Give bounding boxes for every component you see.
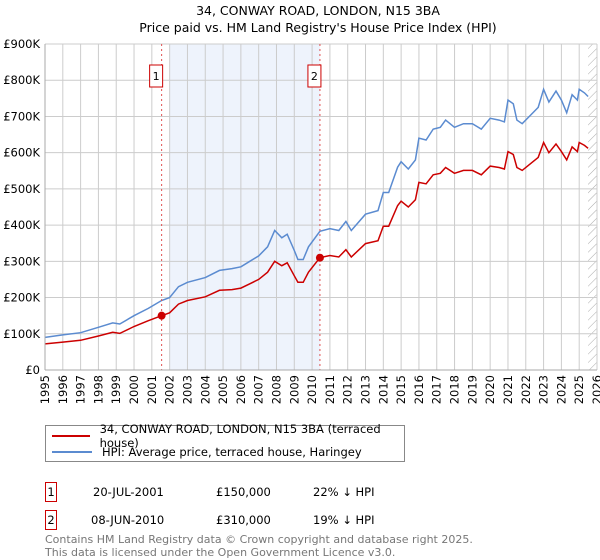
x-tick-label: 2012 <box>341 375 355 404</box>
x-tick-label: 2019 <box>465 375 479 404</box>
x-tick-label: 2009 <box>287 375 301 404</box>
property-price-line <box>44 140 589 345</box>
legend-swatch-blue <box>52 451 92 453</box>
x-tick-label: 2016 <box>412 375 426 404</box>
x-tick-label: 2003 <box>180 375 194 404</box>
x-tick-label: 2017 <box>430 375 444 404</box>
x-tick-label: 2004 <box>198 375 212 404</box>
sale-price: £150,000 <box>216 485 271 499</box>
x-tick-label: 2020 <box>483 375 497 404</box>
sale-label-box <box>307 64 322 88</box>
x-tick-label: 1996 <box>56 375 70 404</box>
sale-row: 1 20-JUL-2001 £150,000 22% ↓ HPI <box>45 482 545 502</box>
chart-title: 34, CONWAY ROAD, LONDON, N15 3BA <box>196 3 440 18</box>
x-tick-label: 2006 <box>234 375 248 404</box>
x-tick-label: 2000 <box>127 375 141 404</box>
y-tick-label: £800K <box>3 73 40 87</box>
y-tick-label: £900K <box>3 37 40 51</box>
sale-row: 2 08-JUN-2010 £310,000 19% ↓ HPI <box>45 510 545 530</box>
footer-licence: This data is licensed under the Open Gov… <box>45 546 396 559</box>
sale-number-badge: 1 <box>45 482 57 502</box>
legend-item-hpi: HPI: Average price, terraced house, Hari… <box>52 445 362 459</box>
x-tick-label: 2002 <box>163 375 177 404</box>
x-tick-label: 1999 <box>109 375 123 404</box>
x-tick-label: 1997 <box>74 375 88 404</box>
sale-number-badge: 2 <box>45 510 57 530</box>
x-tick-label: 2013 <box>359 375 373 404</box>
y-tick-label: £700K <box>3 109 40 123</box>
x-tick-label: 2015 <box>394 375 408 404</box>
legend-label: 34, CONWAY ROAD, LONDON, N15 3BA (terrac… <box>99 422 381 450</box>
chart-subtitle: Price paid vs. HM Land Registry's House … <box>139 20 496 35</box>
x-tick-label: 2010 <box>305 375 319 404</box>
sale-hpi-diff: 19% ↓ HPI <box>313 513 375 527</box>
hpi-line <box>44 87 589 339</box>
sale-hpi-diff: 22% ↓ HPI <box>313 485 375 499</box>
sale-point <box>315 253 324 262</box>
x-tick-label: 2026 <box>590 375 600 404</box>
shaded-ownership-period <box>169 44 320 370</box>
x-tick-label: 1995 <box>38 375 52 404</box>
x-tick-label: 2008 <box>269 375 283 404</box>
x-tick-label: 2018 <box>448 375 462 404</box>
y-tick-label: £400K <box>3 218 40 232</box>
sale-date: 08-JUN-2010 <box>91 513 165 527</box>
x-tick-label: 2025 <box>572 375 586 404</box>
x-tick-label: 2024 <box>554 375 568 404</box>
y-tick-label: £100K <box>3 327 40 341</box>
sale-point <box>157 311 166 320</box>
x-tick-label: 2007 <box>252 375 266 404</box>
legend-item-property: 34, CONWAY ROAD, LONDON, N15 3BA (terrac… <box>52 422 404 450</box>
x-tick-label: 1998 <box>91 375 105 404</box>
x-tick-label: 2022 <box>519 375 533 404</box>
footer: Contains HM Land Registry data © Crown c… <box>45 533 473 559</box>
sale-label: 2 <box>311 70 318 83</box>
x-tick-label: 2023 <box>537 375 551 404</box>
footer-copyright: Contains HM Land Registry data © Crown c… <box>45 533 473 546</box>
y-tick-label: £0 <box>25 363 40 377</box>
legend-swatch-red <box>52 435 90 437</box>
y-tick-label: £600K <box>3 146 40 160</box>
sale-price: £310,000 <box>216 513 271 527</box>
x-tick-label: 2001 <box>145 375 159 404</box>
price-chart: 34, CONWAY ROAD, LONDON, N15 3BA Price p… <box>3 3 600 404</box>
hatched-forecast-region <box>588 44 597 370</box>
y-tick-label: £500K <box>3 182 40 196</box>
sale-label-box <box>149 64 164 88</box>
legend: 34, CONWAY ROAD, LONDON, N15 3BA (terrac… <box>45 422 405 462</box>
y-tick-label: £200K <box>3 291 40 305</box>
y-tick-label: £300K <box>3 254 40 268</box>
sale-label: 1 <box>153 70 160 83</box>
x-tick-label: 2021 <box>501 375 515 404</box>
sale-date: 20-JUL-2001 <box>93 485 164 499</box>
x-tick-label: 2014 <box>376 375 390 404</box>
x-tick-label: 2011 <box>323 375 337 404</box>
x-tick-label: 2005 <box>216 375 230 404</box>
legend-label: HPI: Average price, terraced house, Hari… <box>102 445 362 459</box>
